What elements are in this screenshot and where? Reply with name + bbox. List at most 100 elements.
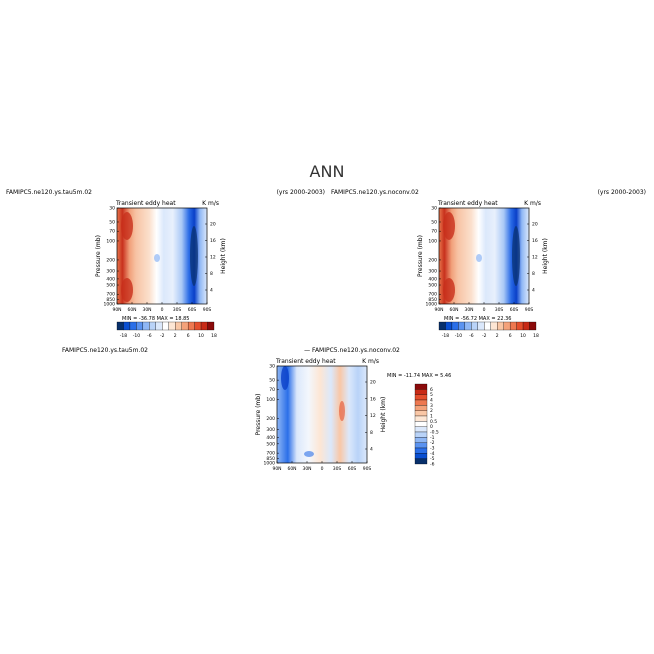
height-tick-label: 8 (532, 271, 535, 277)
x-tick-label: 60S (510, 307, 519, 313)
colorbar-swatch (414, 383, 428, 390)
colorbar-tick-label: -0.5 (430, 430, 439, 436)
colorbar-tick-label: -18 (120, 333, 127, 339)
colorbar-swatch (458, 321, 466, 331)
units-label: K m/s (362, 358, 379, 365)
colorbar-tick-label: 2 (430, 408, 433, 414)
x-tick-label: 0 (483, 307, 486, 313)
field-background (277, 366, 367, 463)
colorbar-swatch (464, 321, 472, 331)
colorbar-swatch (451, 321, 459, 331)
contour-blob (443, 212, 455, 240)
stats-label: MIN = -36.78 MAX = 18.85 (122, 316, 189, 322)
y-axis-label: Pressure (mb) (255, 394, 262, 436)
colorbar-swatch (509, 321, 517, 331)
colorbar-swatch (414, 421, 428, 427)
y-tick-label: 200 (428, 257, 437, 263)
colorbar-tick-label: 2 (174, 333, 177, 339)
colorbar-tick-label: 1 (430, 414, 433, 420)
height-tick-label: 4 (532, 288, 535, 294)
y-tick-label: 200 (106, 257, 115, 263)
x-tick-label: 60S (188, 307, 197, 313)
colorbar-swatch (484, 321, 491, 331)
colorbar-swatch (123, 321, 131, 331)
colorbar-swatch (175, 321, 182, 331)
colorbar-swatch (414, 458, 428, 465)
contour-blob (443, 278, 455, 302)
y2-axis-label: Height (km) (542, 238, 549, 274)
height-tick-label: 16 (370, 396, 376, 402)
colorbar-tick-label: -2 (482, 333, 487, 339)
case-label: FAMIPC5.ne120.ys.tau5m.02 (62, 347, 148, 354)
colorbar-tick-label: 4 (430, 398, 433, 404)
colorbar-swatch (414, 415, 428, 422)
years-label: (yrs 2000-2003) (598, 189, 646, 196)
colorbar-tick-label: -4 (430, 451, 435, 457)
x-tick-label: 90S (203, 307, 212, 313)
colorbar-swatch (194, 321, 202, 331)
y-tick-label: 400 (106, 276, 115, 282)
height-tick-label: 20 (532, 222, 538, 228)
x-tick-label: 0 (161, 307, 164, 313)
colorbar-swatch (414, 389, 428, 395)
y-tick-label: 30 (109, 206, 115, 212)
y-tick-label: 300 (106, 269, 115, 275)
colorbar-swatch (414, 399, 428, 406)
y-tick-label: 700 (266, 451, 275, 457)
y-tick-label: 300 (266, 427, 275, 433)
height-tick-label: 12 (370, 413, 376, 419)
colorbar-swatch (136, 321, 144, 331)
y-tick-label: 1000 (104, 302, 116, 308)
x-tick-label: 60N (449, 307, 458, 313)
chart-panel-2: FAMIPC5.ne120.ys.noconv.02 (yrs 2000-2003… (331, 189, 646, 339)
y-tick-label: 300 (428, 269, 437, 275)
y-tick-label: 30 (269, 364, 275, 370)
colorbar-tick-label: -6 (469, 333, 474, 339)
colorbar-swatch (414, 447, 428, 454)
x-tick-label: 90N (434, 307, 443, 313)
units-label: K m/s (524, 200, 541, 207)
y-tick-label: 50 (431, 219, 437, 225)
y2-axis-label: Height (km) (380, 397, 387, 433)
y-tick-label: 500 (266, 441, 275, 447)
y-axis-label: Pressure (mb) (417, 235, 424, 277)
colorbar-swatch (181, 321, 189, 331)
colorbar-swatch (522, 321, 530, 331)
height-tick-label: 20 (370, 380, 376, 386)
x-tick-label: 30N (302, 466, 311, 472)
height-tick-label: 16 (210, 238, 216, 244)
y-tick-label: 70 (431, 229, 437, 235)
colorbar-tick-label: -5 (430, 456, 435, 462)
contour-blob (339, 401, 345, 421)
y-tick-label: 400 (428, 276, 437, 282)
colorbar-tick-label: 0 (430, 424, 433, 430)
colorbar-tick-label: -10 (133, 333, 140, 339)
colorbar-tick-label: 18 (211, 333, 217, 339)
height-tick-label: 8 (210, 271, 213, 277)
case-label: FAMIPC5.ne120.ys.noconv.02 (331, 189, 419, 196)
colorbar-swatch (116, 321, 124, 331)
colorbar-tick-label: -2 (160, 333, 165, 339)
figure-title: ANN (310, 162, 345, 181)
colorbar-swatch (445, 321, 453, 331)
years-label: (yrs 2000-2003) (277, 189, 325, 196)
colorbar-swatch (414, 405, 428, 411)
y-tick-label: 100 (266, 397, 275, 403)
contour-blob (190, 226, 198, 286)
colorbar-tick-label: 3 (430, 403, 433, 409)
colorbar-swatch (529, 321, 537, 331)
y-tick-label: 1000 (426, 302, 438, 308)
colorbar-swatch (149, 321, 156, 331)
colorbar-tick-label: 6 (509, 333, 512, 339)
x-tick-label: 30S (495, 307, 504, 313)
height-tick-label: 8 (370, 430, 373, 436)
colorbar-tick-label: 0.5 (430, 419, 437, 425)
colorbar-tick-label: 5 (430, 392, 433, 398)
y-tick-label: 500 (106, 283, 115, 289)
colorbar-tick-label: -2 (430, 440, 435, 446)
height-tick-label: 12 (532, 255, 538, 261)
contour-blob (476, 254, 482, 262)
colorbar-swatch (438, 321, 446, 331)
x-tick-label: 90S (363, 466, 372, 472)
